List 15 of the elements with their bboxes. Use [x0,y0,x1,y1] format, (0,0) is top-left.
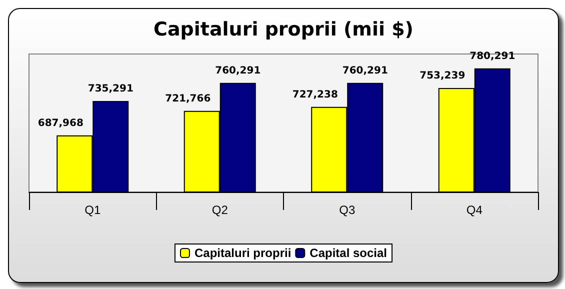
data-label: 760,291 [342,65,388,76]
data-label: 687,968 [38,118,84,129]
data-label: 760,291 [215,65,261,76]
x-tick-label: Q3 [339,203,356,217]
legend-label: Capitaluri proprii [194,246,292,260]
chart-title: Capitaluri proprii (mii $) [154,18,414,40]
data-label: 721,766 [165,93,211,104]
data-label: 735,291 [88,84,134,94]
x-tick-label: Q4 [466,203,483,217]
data-label: 753,239 [420,70,466,82]
x-tick-label: Q2 [212,203,228,217]
data-label: 727,238 [292,89,338,100]
data-label: 780,291 [470,50,516,62]
x-tick-label: Q1 [84,203,101,217]
legend-label: Capital social [310,246,388,260]
